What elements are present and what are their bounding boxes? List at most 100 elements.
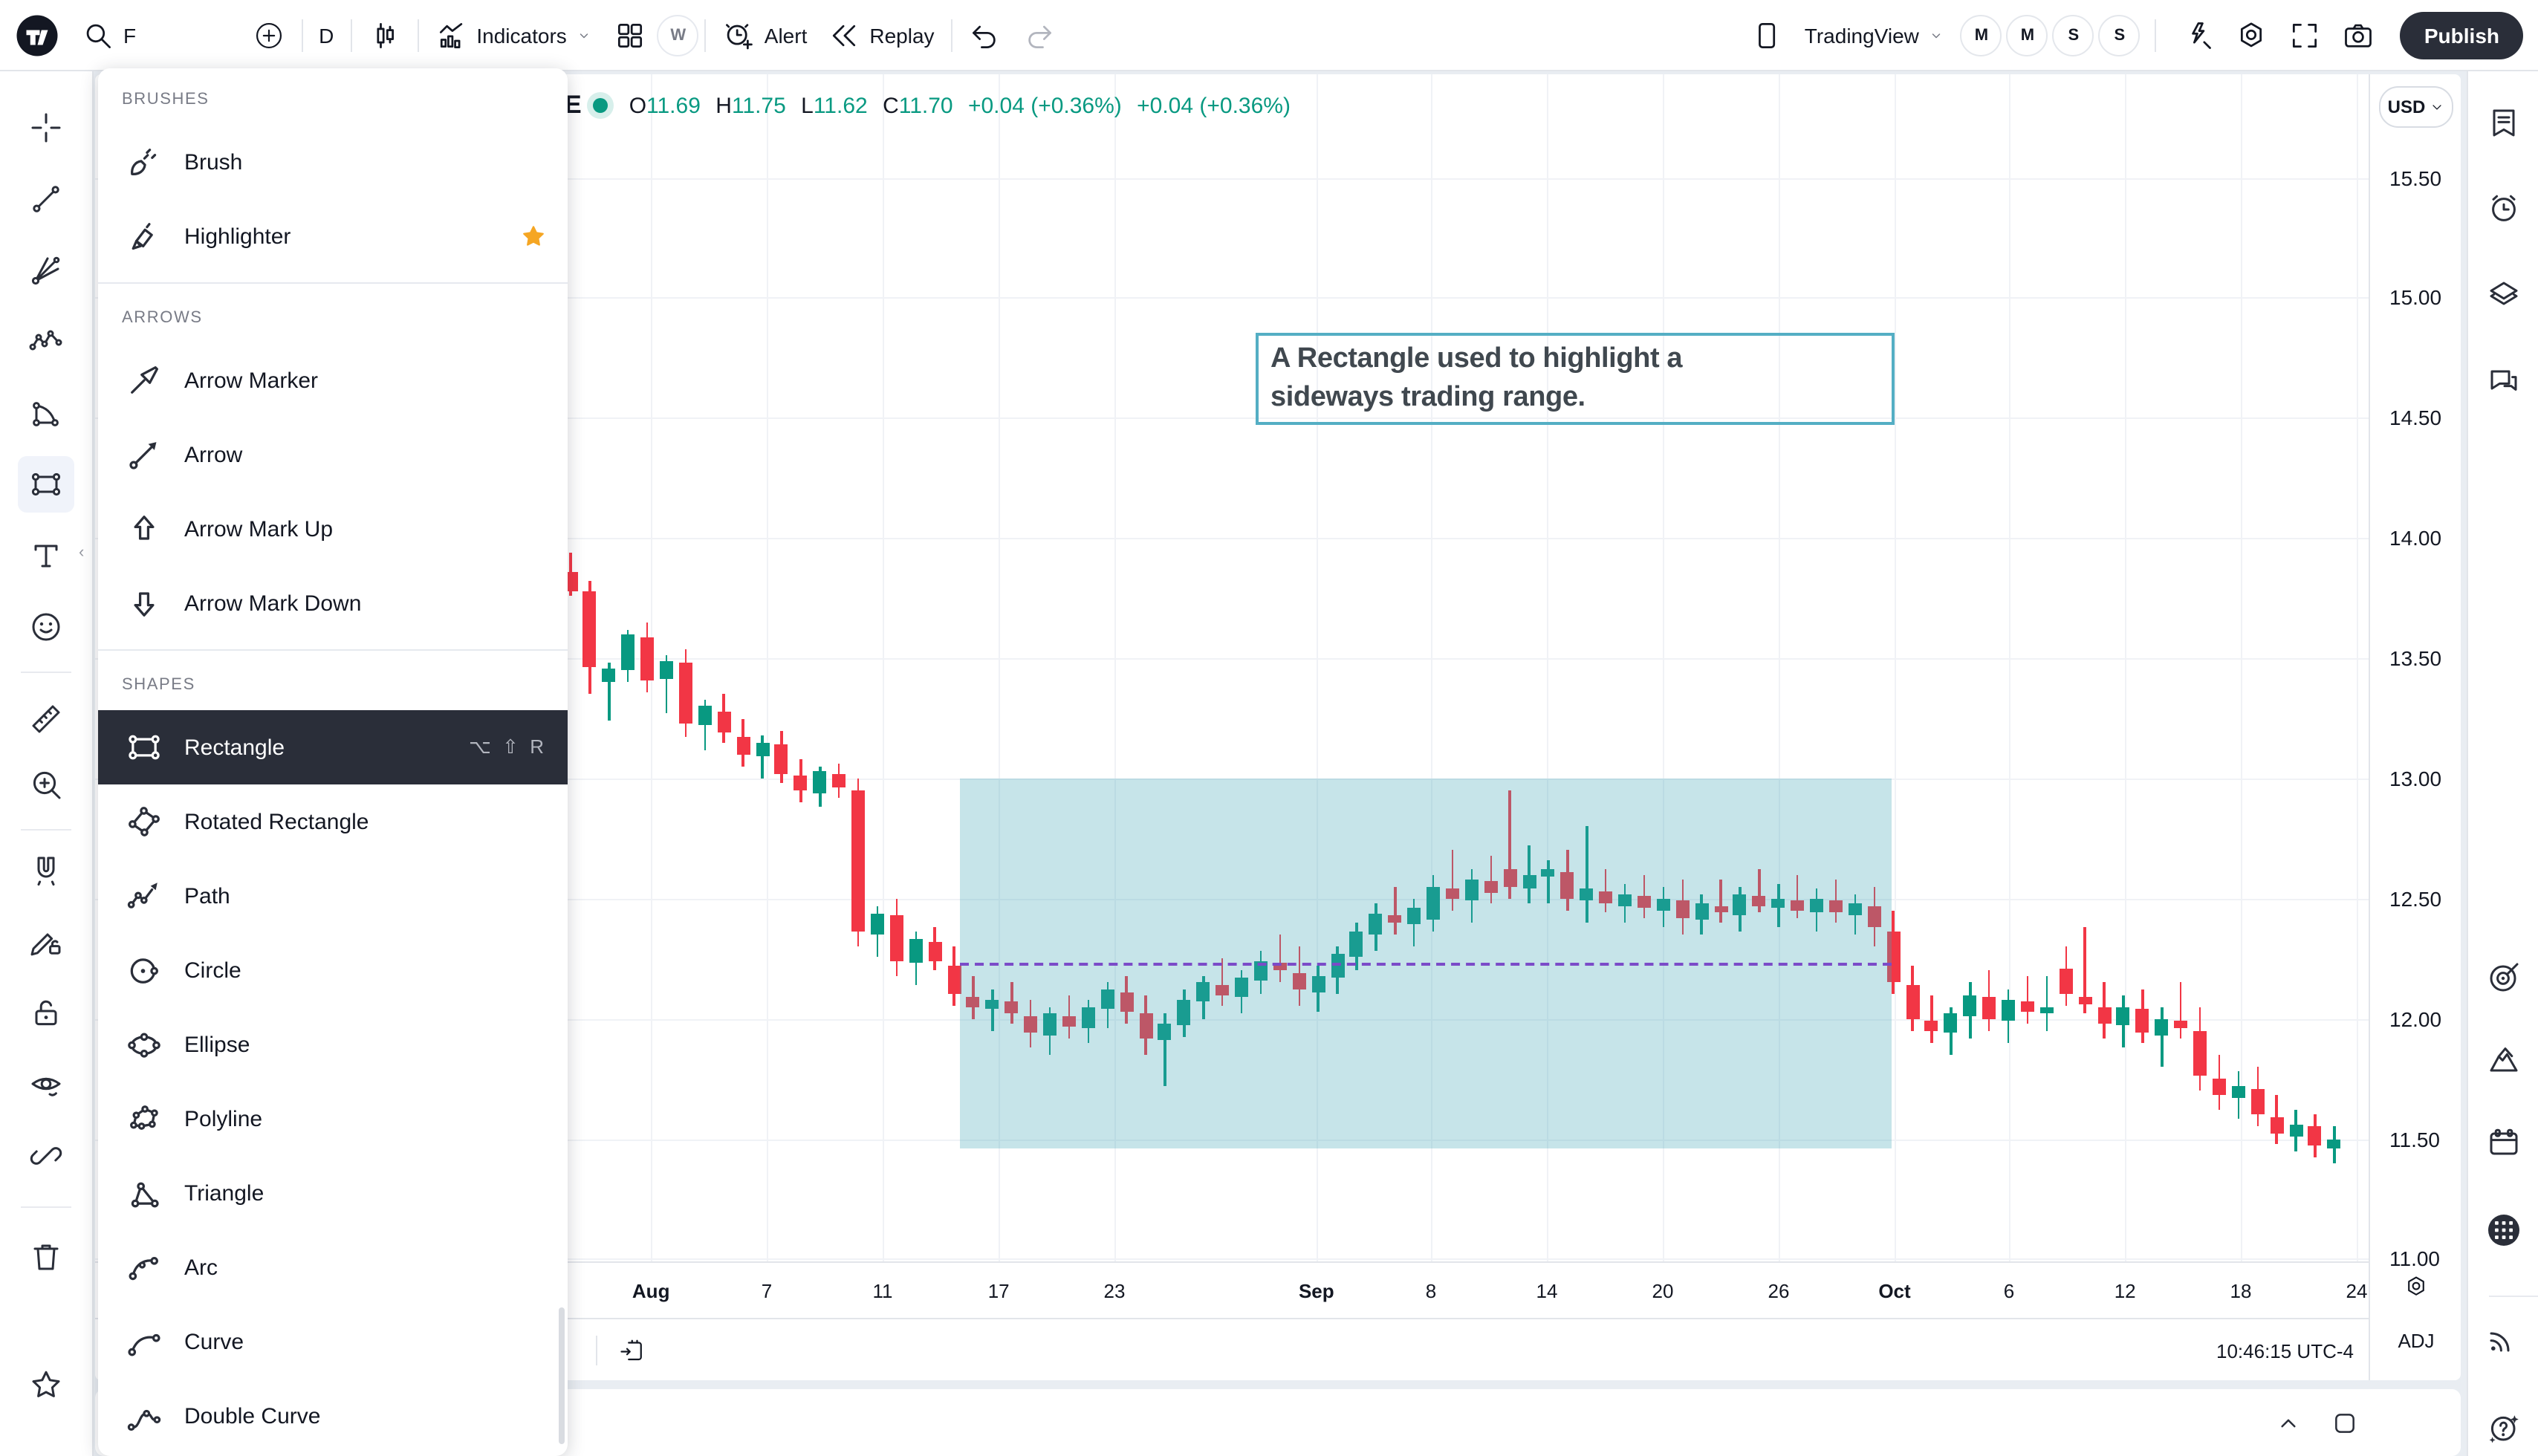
menu-item-triangle[interactable]: Triangle <box>98 1156 568 1230</box>
screenshot-button[interactable] <box>2332 10 2386 60</box>
range-midline-dashed[interactable] <box>959 963 1892 966</box>
forecast-tool-button[interactable] <box>18 385 74 441</box>
trend-line-tool-button[interactable] <box>18 171 74 227</box>
tradingview-logo-icon[interactable] <box>15 13 59 57</box>
chart-plot-area[interactable]: A Rectangle used to highlight a sideways… <box>95 74 2369 1261</box>
candle-body <box>2116 1007 2130 1026</box>
compare-add-button[interactable] <box>241 10 295 60</box>
avatar[interactable]: M <box>2006 14 2048 56</box>
sidebar-hotlists-button[interactable] <box>2476 949 2532 1006</box>
candle-wick <box>1451 850 1454 911</box>
settings-button[interactable] <box>2225 10 2279 60</box>
menu-item-arrow[interactable]: Arrow <box>98 417 568 492</box>
candle-wick <box>665 655 668 714</box>
collapse-toolbar-chevron-icon[interactable]: ‹ <box>79 544 85 562</box>
undo-button[interactable] <box>958 10 1012 60</box>
sidebar-data-window-button[interactable] <box>2476 264 2532 321</box>
menu-item-arc[interactable]: Arc <box>98 1230 568 1304</box>
menu-item-highlighter[interactable]: Highlighter <box>98 199 568 273</box>
go-to-date-icon[interactable] <box>618 1337 645 1364</box>
candle-body <box>1445 888 1459 899</box>
sync-drawings-tool-button[interactable] <box>18 1128 74 1184</box>
chart-type-button[interactable] <box>357 10 411 60</box>
candle-body <box>1216 985 1230 995</box>
sidebar-streams-button[interactable] <box>2476 1309 2532 1365</box>
symbol-name-tail[interactable]: E <box>565 91 582 119</box>
drawing-mode-tool-button[interactable] <box>18 914 74 970</box>
text-tool-button[interactable] <box>18 527 74 584</box>
crosshair-tool-button[interactable] <box>18 100 74 156</box>
menu-item-path[interactable]: Path <box>98 859 568 933</box>
currency-selector[interactable]: USD <box>2379 86 2453 128</box>
watchlist-badge[interactable]: W <box>657 14 699 56</box>
menu-item-curve[interactable]: Curve <box>98 1304 568 1379</box>
lock-drawings-tool-button[interactable] <box>18 985 74 1041</box>
text-annotation[interactable]: A Rectangle used to highlight a sideways… <box>1256 333 1895 425</box>
menu-item-arrow-mark-down[interactable]: Arrow Mark Down <box>98 566 568 640</box>
sidebar-chats-button[interactable] <box>2476 354 2532 410</box>
quick-search-button[interactable] <box>2172 10 2225 60</box>
vertical-gridline <box>1895 74 1896 1261</box>
chevron-up-icon[interactable] <box>2274 1408 2303 1437</box>
sidebar-ideas-button[interactable] <box>2476 1031 2532 1088</box>
time-axis[interactable]: Aug 7 11 17 23 Sep 8 14 20 26 Oct 6 12 18 24 <box>95 1261 2369 1319</box>
avatar[interactable]: S <box>2098 14 2141 56</box>
sidebar-help-button[interactable] <box>2476 1400 2532 1456</box>
menu-scrollbar[interactable] <box>559 1307 565 1444</box>
remove-drawings-tool-button[interactable] <box>18 1229 74 1285</box>
price-axis[interactable]: USD 15.50 15.00 14.50 14.00 13.50 13.00 12.50 1… <box>2369 74 2462 1380</box>
menu-item-double-curve[interactable]: Double Curve <box>98 1379 568 1453</box>
axis-settings-gear-icon[interactable] <box>2404 1274 2429 1299</box>
layout-name-button[interactable]: TradingView <box>1794 10 1956 60</box>
sidebar-alerts-button[interactable] <box>2476 180 2532 236</box>
path-icon <box>122 874 166 918</box>
favorite-star-icon[interactable] <box>520 223 547 250</box>
emoji-tool-button[interactable] <box>18 599 74 655</box>
menu-item-arrow-mark-up[interactable]: Arrow Mark Up <box>98 492 568 566</box>
measure-tool-button[interactable] <box>18 691 74 747</box>
avatar[interactable]: S <box>2052 14 2094 56</box>
candle-body <box>909 939 923 963</box>
pitchfork-tool-button[interactable] <box>18 242 74 299</box>
sidebar-watchlist-button[interactable] <box>2476 95 2532 152</box>
favorites-tool-button[interactable] <box>18 1356 74 1413</box>
avatar[interactable]: M <box>1960 14 2002 56</box>
candle-body <box>2059 968 2073 995</box>
hide-drawings-tool-button[interactable] <box>18 1056 74 1113</box>
session-clock[interactable]: 10:46:15 UTC-4 <box>2216 1339 2354 1362</box>
menu-item-brush[interactable]: Brush <box>98 125 568 199</box>
menu-item-arrow-marker[interactable]: Arrow Marker <box>98 343 568 417</box>
menu-item-ellipse[interactable]: Ellipse <box>98 1007 568 1082</box>
menu-item-rotated-rectangle[interactable]: Rotated Rectangle <box>98 784 568 859</box>
menu-item-polyline[interactable]: Polyline <box>98 1082 568 1156</box>
candle-body <box>678 663 692 724</box>
time-tick-label: 20 <box>1652 1280 1674 1302</box>
menu-item-circle[interactable]: Circle <box>98 933 568 1007</box>
fullscreen-button[interactable] <box>2279 10 2332 60</box>
sidebar-calendar-button[interactable] <box>2476 1114 2532 1171</box>
indicators-button[interactable]: Indicators <box>424 10 603 60</box>
candle-body <box>813 771 827 793</box>
interval-button[interactable]: D <box>308 10 344 60</box>
sidebar-more-apps-button[interactable] <box>2476 1202 2532 1258</box>
publish-button[interactable]: Publish <box>2400 11 2523 59</box>
rectangle-tool-button[interactable] <box>18 456 74 513</box>
menu-item-rectangle[interactable]: Rectangle ⌥ ⇧ R <box>98 710 568 784</box>
zoom-in-tool-button[interactable] <box>18 756 74 813</box>
vertical-gridline <box>1547 74 1548 1261</box>
panel-toggle-button[interactable] <box>1741 10 1794 60</box>
replay-button[interactable]: Replay <box>817 10 944 60</box>
alert-button[interactable]: Alert <box>713 10 818 60</box>
candle-wick <box>2045 975 2048 1031</box>
maximize-pane-icon[interactable] <box>2330 1408 2360 1437</box>
redo-button[interactable] <box>1012 10 1065 60</box>
symbol-search-button[interactable]: F <box>71 10 146 60</box>
adjusted-data-toggle[interactable]: ADJ <box>2398 1330 2435 1352</box>
price-tick-label: 14.50 <box>2389 406 2442 430</box>
market-status-dot[interactable] <box>593 98 608 113</box>
patterns-tool-button[interactable] <box>18 313 74 370</box>
magnet-tool-button[interactable] <box>18 842 74 899</box>
layout-templates-button[interactable] <box>604 10 658 60</box>
time-tick-label: 7 <box>761 1280 773 1302</box>
layout-name: TradingView <box>1804 23 1919 47</box>
